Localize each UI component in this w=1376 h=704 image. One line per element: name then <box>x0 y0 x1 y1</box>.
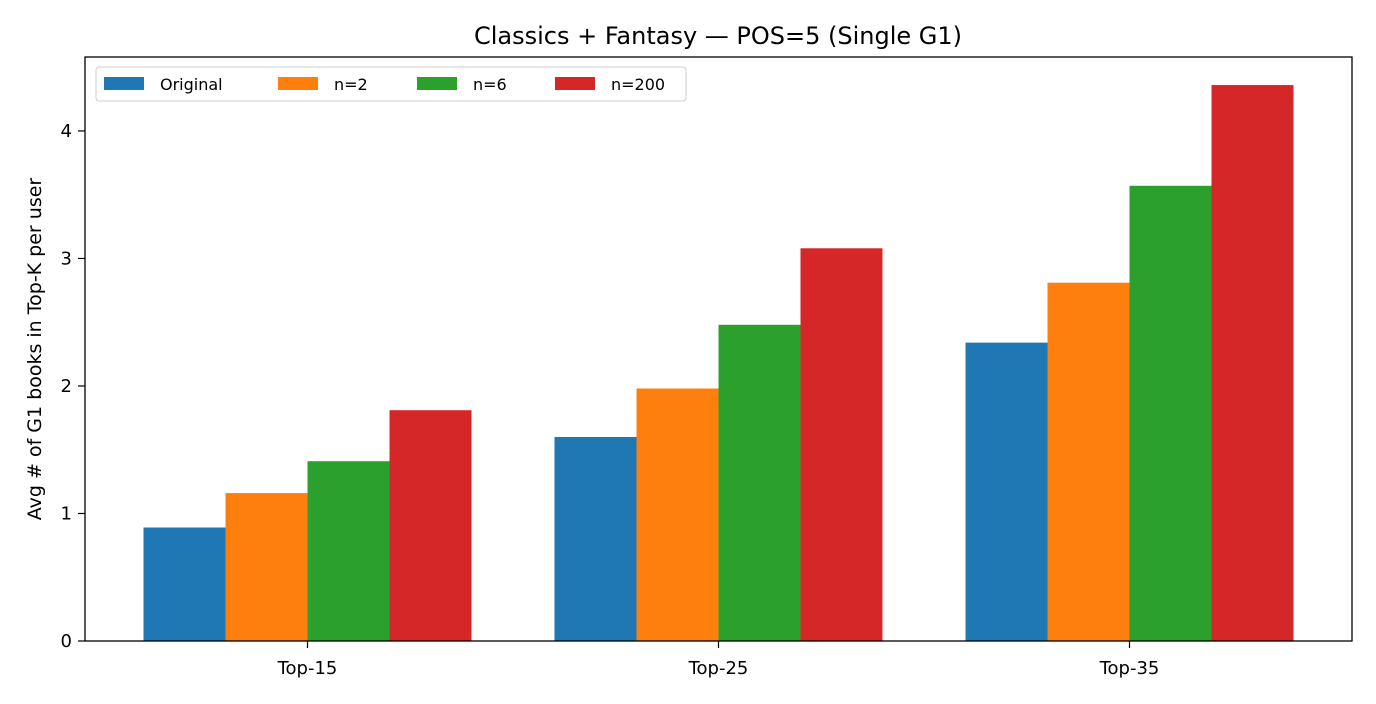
bar-n-200-top-15 <box>389 410 472 641</box>
bar-original-top-25 <box>554 436 637 641</box>
bar-n-6-top-15 <box>307 461 390 641</box>
legend-swatch <box>417 77 457 90</box>
bar-n-200-top-35 <box>1211 85 1294 642</box>
legend-entry-label: n=200 <box>611 75 665 94</box>
bar-original-top-35 <box>965 342 1048 641</box>
x-axis: Top-15 Top-25 Top-35 <box>277 641 1160 679</box>
y-axis: 0 1 2 3 4 <box>61 121 85 652</box>
bars-group <box>143 85 1294 642</box>
bar-n-2-top-15 <box>225 493 308 641</box>
y-tick-label: 0 <box>61 631 72 652</box>
y-tick-label: 2 <box>61 376 72 397</box>
bar-n-2-top-25 <box>636 388 719 641</box>
legend-entry-label: n=2 <box>334 75 368 94</box>
x-tick-label: Top-15 <box>277 658 338 679</box>
legend-swatch <box>555 77 595 90</box>
legend-entry-label: n=6 <box>473 75 507 94</box>
y-axis-label: Avg # of G1 books in Top-K per user <box>24 178 46 521</box>
x-tick-label: Top-25 <box>688 658 749 679</box>
y-tick-label: 4 <box>61 121 72 142</box>
bar-n-200-top-25 <box>800 248 883 642</box>
bar-n-2-top-35 <box>1047 282 1130 641</box>
bar-n-6-top-35 <box>1129 185 1212 642</box>
y-tick-label: 3 <box>61 248 72 269</box>
bar-original-top-15 <box>143 527 226 641</box>
plot-frame <box>84 56 1353 642</box>
bar-n-6-top-25 <box>718 324 801 641</box>
x-tick-label: Top-35 <box>1099 658 1160 679</box>
legend: Original n=2 n=6 n=200 <box>95 66 687 102</box>
y-tick-label: 1 <box>61 503 72 524</box>
chart-title: Classics + Fantasy — POS=5 (Single G1) <box>474 22 962 50</box>
legend-swatch <box>278 77 318 90</box>
legend-entry-label: Original <box>160 75 223 94</box>
legend-swatch <box>104 77 144 90</box>
legend-box <box>95 66 687 102</box>
